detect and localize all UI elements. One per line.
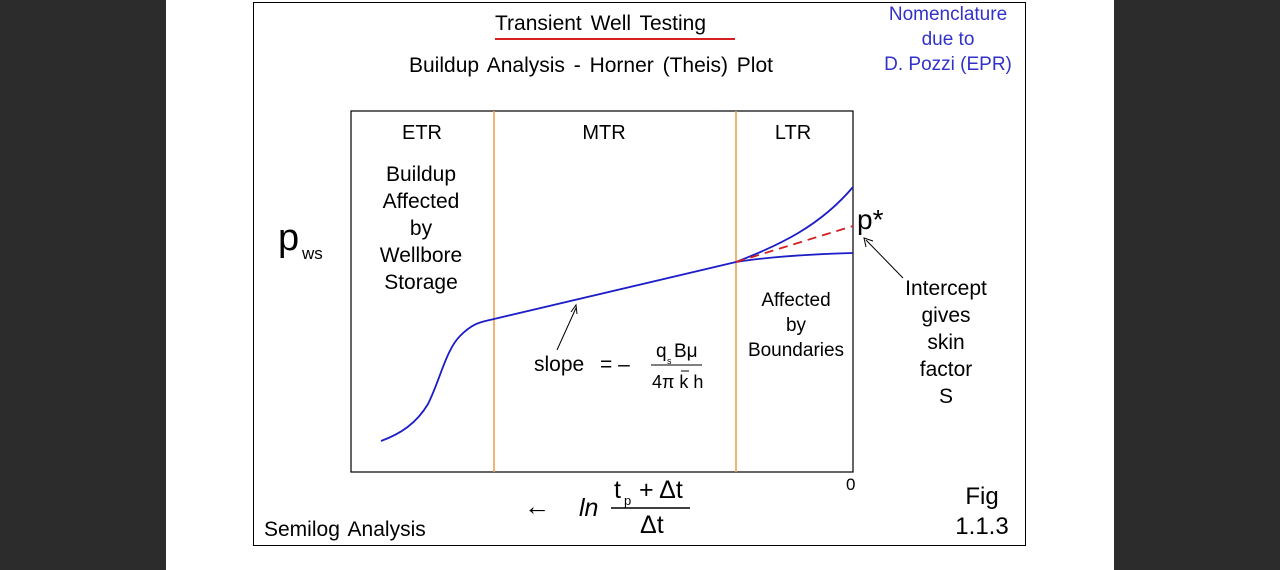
right-dark-panel [1114,0,1280,570]
x-axis-num-t: t [614,476,621,504]
nomenclature-line-3: D. Pozzi (EPR) [884,54,1012,75]
intercept-note-line-4: factor [919,358,973,381]
slide-subtitle: Buildup Analysis - Horner (Theis) Plot [409,54,773,77]
ltr-note-line-1: Affected [761,290,831,311]
intercept-arrow [865,239,904,279]
upper-branch-curve [735,186,854,263]
p-star-label: p* [857,204,884,235]
slope-arrow [556,307,577,351]
intercept-note-line-2: gives [921,304,971,327]
ltr-note-line-2: by [785,315,807,336]
figure-number: Fig 1.1.3 [952,482,1012,542]
slope-numerator-q: q [656,341,667,362]
ltr-note: Affected by Boundaries [738,288,854,363]
region-etr-label: ETR [402,122,442,144]
region-mtr-label: MTR [582,122,626,144]
title-underline [495,38,735,40]
etr-note-line-5: Storage [384,271,458,294]
intercept-note-line-1: Intercept [905,277,987,300]
slide-frame [253,2,1026,546]
intercept-note-line-5: S [938,385,953,408]
ltr-note-line-3: Boundaries [747,340,845,361]
etr-note-line-2: Affected [382,190,460,213]
slope-arrowhead [570,303,578,315]
x-axis-num-subscript: p [624,493,632,508]
extrapolation-line [735,225,854,263]
etr-note: Buildup Affected by Wellbore Storage [361,161,481,296]
nomenclature-line-1: Nomenclature [888,4,1008,25]
buildup-curve [380,261,737,442]
intercept-arrowhead [863,237,874,248]
slope-numerator-rest: Bμ [674,341,698,362]
etr-note-line-1: Buildup [385,163,457,186]
etr-note-line-3: by [409,217,433,240]
left-dark-panel [0,0,166,570]
lower-branch-curve [735,252,854,263]
etr-note-line-4: Wellbore [379,244,463,267]
y-axis-symbol: p [278,217,300,259]
plot-box [350,110,854,473]
x-axis-denominator: Δt [640,511,664,539]
x-axis-zero: 0 [846,475,856,494]
nomenclature-line-2: due to [921,29,975,50]
slope-denominator: 4π k h [652,372,704,392]
figure-label: Fig [965,483,999,510]
slope-equals: = – [600,353,630,376]
figure-id: 1.1.3 [955,513,1009,540]
x-axis-ln: ln [579,494,599,522]
region-ltr-label: LTR [774,122,812,144]
intercept-note-line-3: skin [927,331,965,354]
x-axis-arrow: ← [524,491,550,521]
slide-title: Transient Well Testing [495,12,707,35]
footer-semilog-analysis: Semilog Analysis [264,518,426,541]
y-axis-subscript: ws [302,244,323,263]
slope-label: slope [534,353,585,376]
slope-numerator-subscript: s [667,356,672,366]
nomenclature-note: Nomenclature due to D. Pozzi (EPR) [868,2,1028,77]
intercept-note: Intercept gives skin factor S [886,275,1006,410]
x-axis-num-rest: + Δt [639,476,683,504]
